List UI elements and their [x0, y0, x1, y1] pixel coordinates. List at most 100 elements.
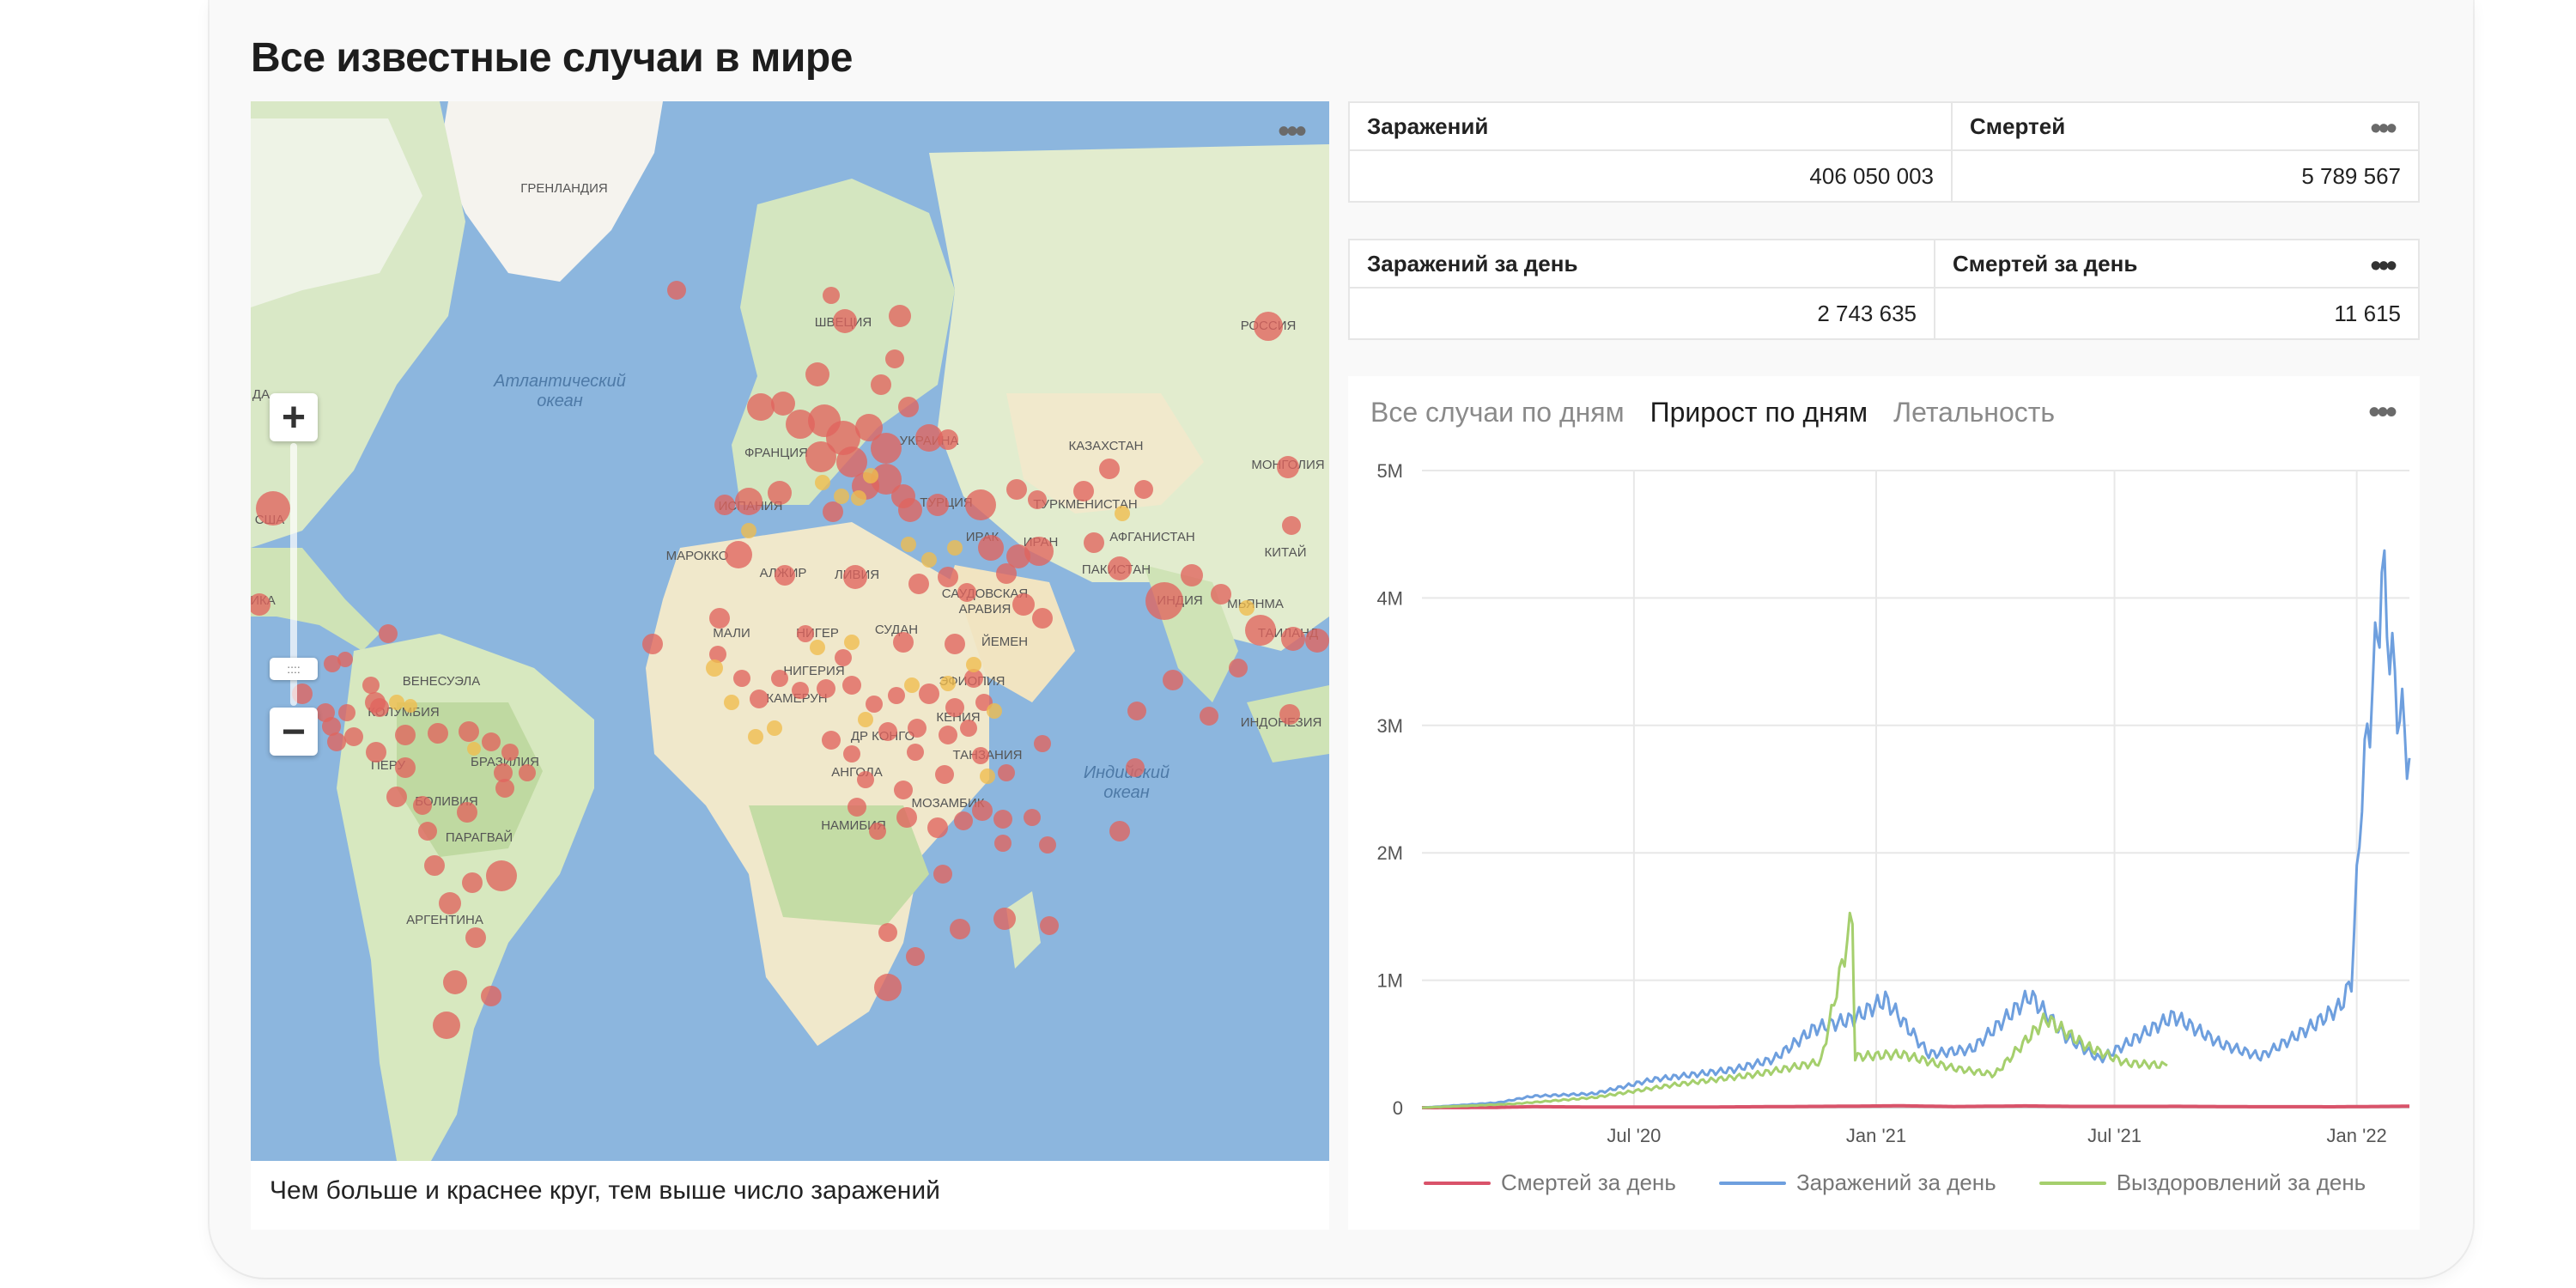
case-bubble[interactable] [964, 669, 983, 688]
case-bubble[interactable] [950, 919, 970, 939]
case-bubble[interactable] [972, 747, 989, 764]
case-bubble[interactable] [395, 725, 416, 745]
case-bubble[interactable] [709, 608, 730, 629]
case-bubble[interactable] [256, 491, 290, 526]
case-bubble[interactable] [822, 731, 841, 750]
case-bubble[interactable] [842, 676, 861, 695]
case-bubble[interactable] [404, 699, 417, 713]
legend-item-deaths[interactable]: Смертей за день [1424, 1170, 1676, 1196]
case-bubble[interactable] [980, 769, 995, 784]
case-bubble[interactable] [735, 488, 762, 515]
case-bubble[interactable] [1239, 600, 1255, 616]
case-bubble[interactable] [1282, 516, 1301, 535]
case-bubble[interactable] [462, 872, 483, 893]
case-bubble[interactable] [1281, 627, 1305, 651]
case-bubble[interactable] [889, 305, 911, 327]
tab-lethality[interactable]: Летальность [1893, 397, 2056, 428]
zoom-out-button[interactable]: − [270, 708, 318, 756]
case-bubble[interactable] [324, 655, 341, 672]
case-bubble[interactable] [960, 720, 977, 737]
case-bubble[interactable] [424, 855, 445, 876]
case-bubble[interactable] [893, 632, 914, 653]
case-bubble[interactable] [805, 362, 829, 386]
case-bubble[interactable] [947, 540, 963, 556]
case-bubble[interactable] [1006, 544, 1030, 568]
case-bubble[interactable] [413, 796, 432, 815]
case-bubble[interactable] [337, 652, 353, 667]
case-bubble[interactable] [869, 823, 886, 840]
tab-daily-growth[interactable]: Прирост по дням [1649, 397, 1868, 428]
case-bubble[interactable] [792, 682, 809, 699]
case-bubble[interactable] [481, 986, 501, 1006]
case-bubble[interactable] [667, 281, 686, 300]
case-bubble[interactable] [894, 781, 913, 799]
case-bubble[interactable] [1034, 735, 1051, 752]
case-bubble[interactable] [866, 696, 883, 713]
map-canvas[interactable]: Атлантический океан Индийский океан ГРЕН… [251, 101, 1329, 1161]
case-bubble[interactable] [768, 481, 792, 505]
case-bubble[interactable] [519, 764, 536, 781]
case-bubble[interactable] [1108, 556, 1132, 580]
case-bubble[interactable] [878, 923, 897, 942]
case-bubble[interactable] [362, 677, 380, 694]
zoom-slider-handle[interactable]: :::: [270, 658, 318, 680]
case-bubble[interactable] [1229, 659, 1248, 677]
case-bubble[interactable] [874, 974, 902, 1001]
case-bubble[interactable] [993, 908, 1016, 930]
case-bubble[interactable] [945, 634, 965, 654]
case-bubble[interactable] [901, 537, 916, 552]
case-bubble[interactable] [797, 625, 814, 642]
case-bubble[interactable] [939, 726, 957, 744]
case-bubble[interactable] [823, 287, 840, 304]
case-bubble[interactable] [1032, 608, 1053, 629]
case-bubble[interactable] [851, 490, 866, 506]
case-bubble[interactable] [457, 802, 477, 823]
case-bubble[interactable] [459, 721, 479, 742]
case-bubble[interactable] [898, 498, 922, 522]
kpi-daily-more-icon[interactable]: ••• [2370, 248, 2397, 284]
case-bubble[interactable] [945, 698, 964, 717]
case-bubble[interactable] [871, 374, 891, 395]
case-bubble[interactable] [1245, 615, 1276, 646]
case-bubble[interactable] [486, 860, 517, 891]
case-bubble[interactable] [919, 683, 939, 704]
case-bubble[interactable] [786, 410, 815, 439]
case-bubble[interactable] [1200, 707, 1218, 726]
case-bubble[interactable] [940, 676, 956, 691]
case-bubble[interactable] [938, 567, 958, 587]
legend-item-infections[interactable]: Заражений за день [1718, 1170, 1996, 1196]
case-bubble[interactable] [714, 495, 735, 515]
case-bubble[interactable] [878, 722, 897, 741]
case-bubble[interactable] [896, 807, 917, 828]
case-bubble[interactable] [906, 947, 925, 966]
case-bubble[interactable] [907, 744, 924, 761]
case-bubble[interactable] [972, 800, 993, 821]
case-bubble[interactable] [642, 634, 663, 654]
case-bubble[interactable] [338, 704, 355, 721]
case-bubble[interactable] [885, 349, 904, 368]
case-bubble[interactable] [855, 414, 883, 441]
map-more-icon[interactable]: ••• [1277, 112, 1307, 150]
chart-plot[interactable]: 0 1M 2M 3M 4M 5M Jul '20 Jan '21 Jul '21 Jan '22 [1348, 376, 2420, 1230]
case-bubble[interactable] [1277, 456, 1299, 478]
tab-all-cases[interactable]: Все случаи по дням [1370, 397, 1625, 428]
case-bubble[interactable] [996, 563, 1017, 584]
case-bubble[interactable] [833, 309, 857, 333]
case-bubble[interactable] [750, 690, 769, 708]
case-bubble[interactable] [908, 574, 929, 594]
case-bubble[interactable] [1126, 758, 1145, 777]
case-bubble[interactable] [817, 679, 835, 698]
case-bubble[interactable] [935, 765, 954, 784]
case-bubble[interactable] [706, 659, 723, 677]
case-bubble[interactable] [741, 523, 756, 538]
zoom-slider-track[interactable] [290, 443, 297, 706]
case-bubble[interactable] [1279, 704, 1300, 725]
legend-item-recoveries[interactable]: Выздоровлений за день [2038, 1170, 2366, 1196]
case-bubble[interactable] [921, 552, 937, 568]
case-bubble[interactable] [1254, 312, 1283, 341]
case-bubble[interactable] [344, 727, 363, 746]
case-bubble[interactable] [898, 397, 919, 417]
kpi-total-more-icon[interactable]: ••• [2370, 111, 2397, 147]
case-bubble[interactable] [987, 703, 1002, 719]
zoom-in-button[interactable]: + [270, 393, 318, 441]
